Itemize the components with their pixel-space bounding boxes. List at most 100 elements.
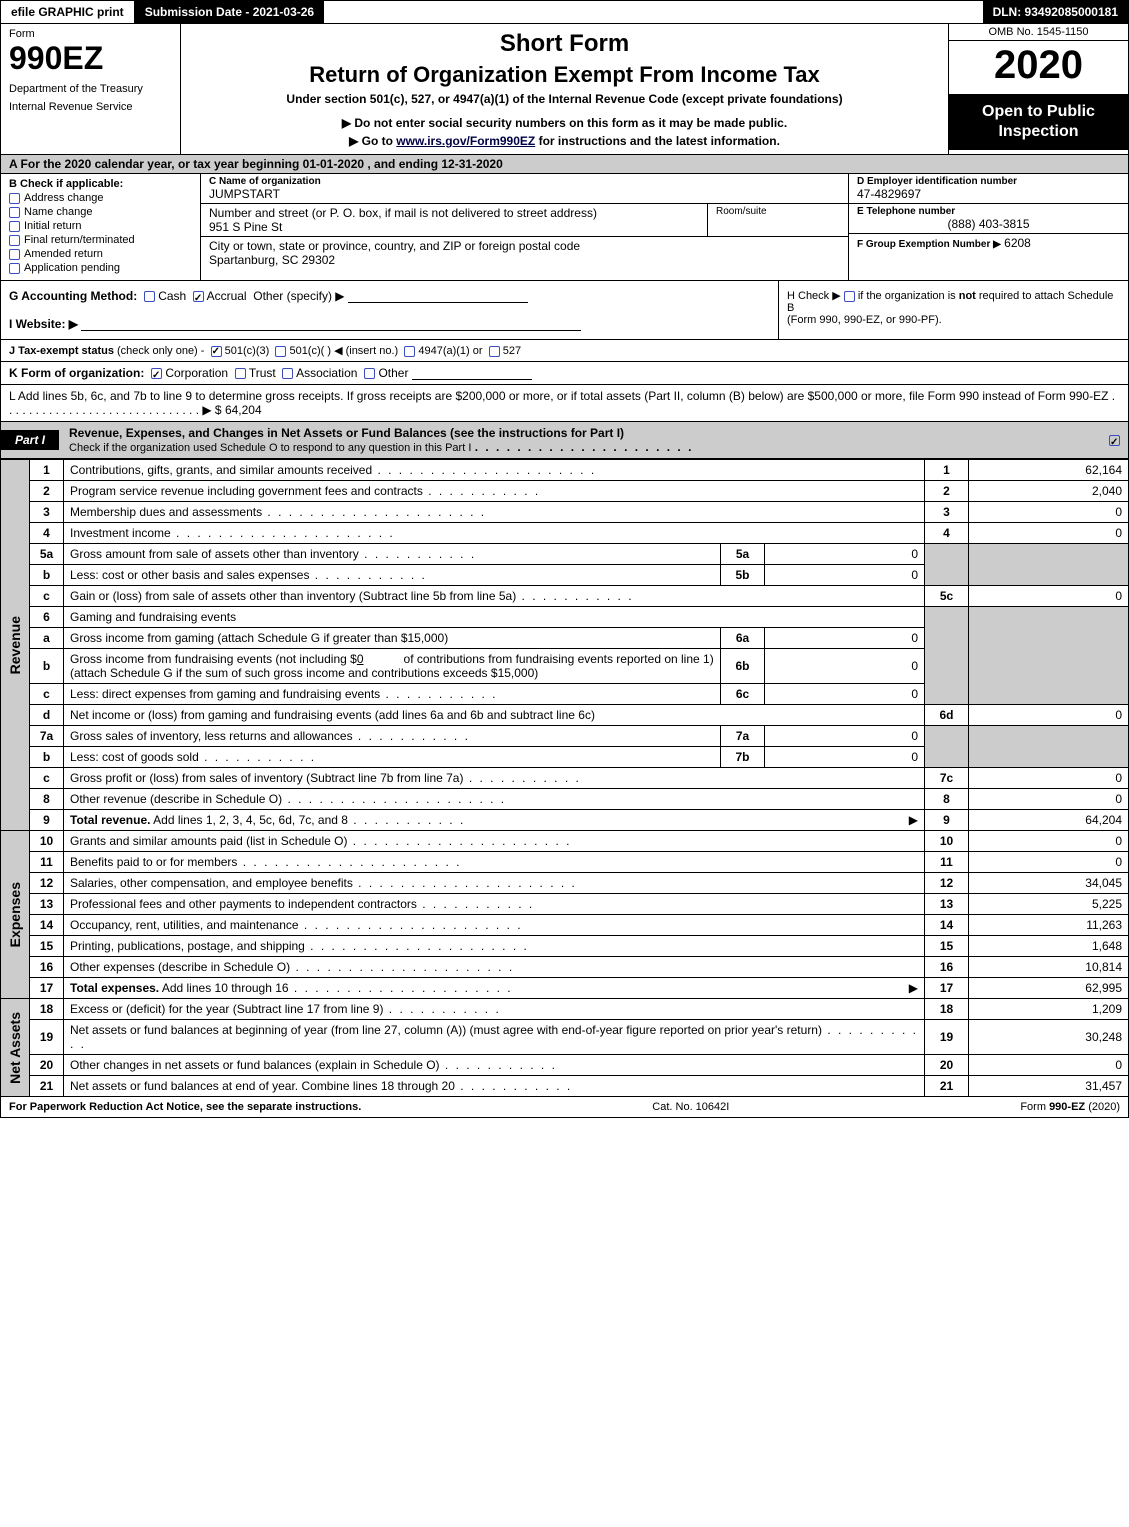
row-gh: G Accounting Method: Cash Accrual Other … — [0, 281, 1129, 340]
section-c-addr-row: Number and street (or P. O. box, if mail… — [201, 204, 848, 237]
line-17: 17Total expenses. Add lines 10 through 1… — [1, 978, 1129, 999]
section-a-tax-year: A For the 2020 calendar year, or tax yea… — [0, 155, 1129, 174]
line-5c: c Gain or (loss) from sale of assets oth… — [1, 586, 1129, 607]
i-label: I Website: ▶ — [9, 317, 78, 331]
side-expenses: Expenses — [1, 831, 30, 999]
line-10: Expenses 10 Grants and similar amounts p… — [1, 831, 1129, 852]
section-k: K Form of organization: Corporation Trus… — [0, 362, 1129, 385]
cb-h[interactable] — [844, 291, 855, 302]
section-b: B Check if applicable: Address change Na… — [1, 174, 201, 280]
header-left: Form 990EZ Department of the Treasury In… — [1, 24, 181, 154]
h-text2: (Form 990, 990-EZ, or 990-PF). — [787, 314, 942, 326]
section-i: I Website: ▶ — [9, 317, 770, 331]
line-1: Revenue 1 Contributions, gifts, grants, … — [1, 460, 1129, 481]
irs-label: Internal Revenue Service — [9, 101, 172, 113]
cb-501c3[interactable] — [211, 346, 222, 357]
grp-value: 6208 — [1004, 236, 1031, 250]
cb-other-org[interactable] — [364, 368, 375, 379]
cb-final-return[interactable]: Final return/terminated — [9, 234, 192, 246]
j-note: (check only one) - — [117, 345, 204, 357]
room-suite: Room/suite — [708, 204, 848, 237]
cb-application-pending[interactable]: Application pending — [9, 262, 192, 274]
line-19: 19Net assets or fund balances at beginni… — [1, 1020, 1129, 1055]
line-7a: 7a Gross sales of inventory, less return… — [1, 726, 1129, 747]
goto-pre: ▶ Go to — [349, 134, 396, 148]
cb-cash[interactable] — [144, 291, 155, 302]
goto-post: for instructions and the latest informat… — [535, 134, 780, 148]
cb-trust[interactable] — [235, 368, 246, 379]
cb-association[interactable] — [282, 368, 293, 379]
omb-number: OMB No. 1545-1150 — [949, 24, 1128, 41]
k-trust: Trust — [249, 366, 276, 380]
g-label: G Accounting Method: — [9, 289, 137, 303]
line-15: 15Printing, publications, postage, and s… — [1, 936, 1129, 957]
section-g: G Accounting Method: Cash Accrual Other … — [1, 281, 778, 339]
cb-amended-return[interactable]: Amended return — [9, 248, 192, 260]
cb-527[interactable] — [489, 346, 500, 357]
cb-initial-return[interactable]: Initial return — [9, 220, 192, 232]
line-6d: d Net income or (loss) from gaming and f… — [1, 705, 1129, 726]
line-2: 2 Program service revenue including gove… — [1, 481, 1129, 502]
irs-link[interactable]: www.irs.gov/Form990EZ — [396, 134, 535, 148]
j-o2: 501(c)( ) ◀ (insert no.) — [289, 345, 398, 357]
tax-year: 2020 — [949, 41, 1128, 94]
k-corp: Corporation — [165, 366, 228, 380]
j-label: J Tax-exempt status — [9, 345, 114, 357]
g-other-line[interactable] — [348, 289, 528, 303]
cb-501c[interactable] — [275, 346, 286, 357]
section-j: J Tax-exempt status (check only one) - 5… — [0, 340, 1129, 362]
grp-label: F Group Exemption Number ▶ — [857, 239, 1001, 250]
c-name-label: C Name of organization — [209, 176, 840, 187]
part-1-title: Revenue, Expenses, and Changes in Net As… — [69, 422, 1109, 458]
short-form-title: Short Form — [191, 30, 938, 58]
cb-accrual[interactable] — [193, 291, 204, 302]
tel-label: E Telephone number — [857, 206, 1120, 217]
city-value: Spartanburg, SC 29302 — [209, 253, 840, 267]
top-bar: efile GRAPHIC print Submission Date - 20… — [0, 0, 1129, 24]
line-21: 21Net assets or fund balances at end of … — [1, 1076, 1129, 1097]
line-6: 6 Gaming and fundraising events — [1, 607, 1129, 628]
cb-corporation[interactable] — [151, 368, 162, 379]
efile-print-button[interactable]: efile GRAPHIC print — [1, 1, 135, 23]
section-c-city: City or town, state or province, country… — [201, 237, 848, 269]
cb-4947[interactable] — [404, 346, 415, 357]
cb-address-change[interactable]: Address change — [9, 192, 192, 204]
section-def: D Employer identification number 47-4829… — [848, 174, 1128, 280]
section-h: H Check ▶ if the organization is not req… — [778, 281, 1128, 339]
identity-block: B Check if applicable: Address change Na… — [0, 174, 1129, 281]
goto-instructions: ▶ Go to www.irs.gov/Form990EZ for instru… — [191, 134, 938, 148]
line-5a: 5a Gross amount from sale of assets othe… — [1, 544, 1129, 565]
page-footer: For Paperwork Reduction Act Notice, see … — [0, 1097, 1129, 1118]
cb-schedule-o[interactable] — [1109, 435, 1120, 446]
g-other: Other (specify) ▶ — [253, 289, 344, 303]
line-7c: c Gross profit or (loss) from sales of i… — [1, 768, 1129, 789]
part-1-check-text: Check if the organization used Schedule … — [69, 442, 471, 454]
city-label: City or town, state or province, country… — [209, 239, 840, 253]
form-header: Form 990EZ Department of the Treasury In… — [0, 24, 1129, 155]
footer-right: Form 990-EZ (2020) — [1020, 1101, 1120, 1113]
j-o1: 501(c)(3) — [225, 345, 270, 357]
j-o4: 527 — [503, 345, 521, 357]
tel-value: (888) 403-3815 — [857, 217, 1120, 231]
k-other-line[interactable] — [412, 366, 532, 380]
line-18: Net Assets 18Excess or (deficit) for the… — [1, 999, 1129, 1020]
cb-name-change[interactable]: Name change — [9, 206, 192, 218]
website-line[interactable] — [81, 317, 581, 331]
k-label: K Form of organization: — [9, 366, 144, 380]
section-f-group: F Group Exemption Number ▶ 6208 — [849, 234, 1128, 252]
line-11: 11Benefits paid to or for members 110 — [1, 852, 1129, 873]
section-c-street: Number and street (or P. O. box, if mail… — [201, 204, 708, 237]
g-cash: Cash — [158, 289, 186, 303]
section-e-telephone: E Telephone number (888) 403-3815 — [849, 204, 1128, 234]
k-assoc: Association — [296, 366, 357, 380]
line-8: 8 Other revenue (describe in Schedule O)… — [1, 789, 1129, 810]
part-1-pill: Part I — [1, 430, 59, 450]
line-14: 14Occupancy, rent, utilities, and mainte… — [1, 915, 1129, 936]
org-name: JUMPSTART — [209, 187, 840, 201]
line-9: 9 Total revenue. Add lines 1, 2, 3, 4, 5… — [1, 810, 1129, 831]
side-revenue: Revenue — [1, 460, 30, 831]
line-20: 20Other changes in net assets or fund ba… — [1, 1055, 1129, 1076]
form-number: 990EZ — [9, 40, 172, 77]
line-4: 4 Investment income 40 — [1, 523, 1129, 544]
part-1-table: Revenue 1 Contributions, gifts, grants, … — [0, 459, 1129, 1097]
